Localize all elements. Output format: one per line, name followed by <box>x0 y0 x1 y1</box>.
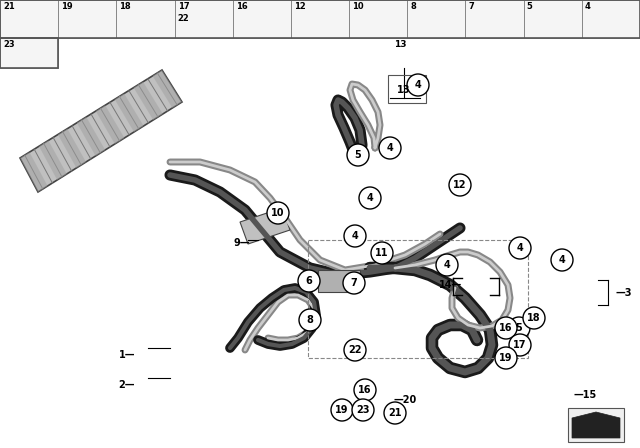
Circle shape <box>523 307 545 329</box>
Bar <box>465 0 524 38</box>
Polygon shape <box>39 140 67 180</box>
Circle shape <box>298 270 320 292</box>
Circle shape <box>508 317 530 339</box>
Text: 4: 4 <box>585 2 591 11</box>
Bar <box>568 408 624 442</box>
Polygon shape <box>572 412 620 438</box>
Circle shape <box>347 144 369 166</box>
Text: 8: 8 <box>410 2 416 11</box>
Text: 17: 17 <box>177 2 189 11</box>
Bar <box>524 0 582 38</box>
Text: 4: 4 <box>415 80 421 90</box>
Text: 23: 23 <box>3 40 15 49</box>
Bar <box>0 0 58 38</box>
Text: 2—: 2— <box>118 380 135 390</box>
Text: 21: 21 <box>388 408 402 418</box>
Text: 19: 19 <box>335 405 349 415</box>
Text: 21: 21 <box>3 2 15 11</box>
Text: 5: 5 <box>527 2 532 11</box>
Circle shape <box>344 225 366 247</box>
Circle shape <box>331 399 353 421</box>
Circle shape <box>551 249 573 271</box>
Text: 13: 13 <box>397 85 411 95</box>
Circle shape <box>354 379 376 401</box>
Bar <box>291 0 349 38</box>
Text: 14—: 14— <box>439 280 462 290</box>
Circle shape <box>436 254 458 276</box>
Circle shape <box>267 202 289 224</box>
Text: 4: 4 <box>444 260 451 270</box>
Text: 22: 22 <box>348 345 362 355</box>
Text: 6: 6 <box>306 276 312 286</box>
Circle shape <box>344 339 366 361</box>
Polygon shape <box>152 70 182 108</box>
Bar <box>0 38 58 68</box>
Bar <box>58 0 116 38</box>
Text: 5: 5 <box>516 323 522 333</box>
Text: 1—: 1— <box>118 350 135 360</box>
Text: 13: 13 <box>394 40 406 49</box>
Polygon shape <box>240 208 290 244</box>
Circle shape <box>384 402 406 424</box>
Text: 18: 18 <box>120 2 131 11</box>
Polygon shape <box>77 117 105 156</box>
Text: 16: 16 <box>358 385 372 395</box>
Text: 7: 7 <box>468 2 474 11</box>
Text: 5: 5 <box>355 150 362 160</box>
Bar <box>0 38 58 68</box>
Text: 17: 17 <box>513 340 527 350</box>
Circle shape <box>449 174 471 196</box>
Circle shape <box>343 272 365 294</box>
Bar <box>407 0 465 38</box>
Bar <box>0 0 640 38</box>
Circle shape <box>371 242 393 264</box>
Polygon shape <box>134 82 163 120</box>
Text: 19: 19 <box>61 2 73 11</box>
Text: 12: 12 <box>294 2 306 11</box>
Bar <box>116 0 175 38</box>
Bar <box>175 0 233 38</box>
Text: 8: 8 <box>307 315 314 325</box>
Bar <box>582 0 640 38</box>
Text: 4: 4 <box>367 193 373 203</box>
Text: 18: 18 <box>527 313 541 323</box>
Polygon shape <box>115 94 143 132</box>
Bar <box>233 0 291 38</box>
Polygon shape <box>96 105 124 144</box>
Bar <box>318 270 360 292</box>
Circle shape <box>379 137 401 159</box>
Text: 10: 10 <box>271 208 285 218</box>
Text: 12: 12 <box>453 180 467 190</box>
Text: 23: 23 <box>356 405 370 415</box>
Text: 4: 4 <box>559 255 565 265</box>
Text: 11: 11 <box>375 248 388 258</box>
Circle shape <box>495 347 517 369</box>
Text: —15: —15 <box>574 390 597 400</box>
Circle shape <box>352 399 374 421</box>
Text: 10: 10 <box>352 2 364 11</box>
Circle shape <box>495 317 517 339</box>
Text: 4: 4 <box>387 143 394 153</box>
Text: 19: 19 <box>499 353 513 363</box>
Text: 4: 4 <box>516 243 524 253</box>
Polygon shape <box>20 70 182 192</box>
Text: 22: 22 <box>177 14 189 23</box>
Text: 16: 16 <box>499 323 513 333</box>
Circle shape <box>407 74 429 96</box>
Circle shape <box>509 334 531 356</box>
Text: 16: 16 <box>236 2 248 11</box>
Text: —3: —3 <box>616 288 632 298</box>
Circle shape <box>299 309 321 331</box>
Bar <box>388 75 426 103</box>
Polygon shape <box>20 152 47 192</box>
Circle shape <box>509 237 531 259</box>
Text: 7: 7 <box>351 278 357 288</box>
Text: 4: 4 <box>351 231 358 241</box>
Polygon shape <box>58 129 86 168</box>
Text: —20: —20 <box>394 395 417 405</box>
Text: 9—: 9— <box>234 238 250 248</box>
Circle shape <box>359 187 381 209</box>
Bar <box>349 0 407 38</box>
